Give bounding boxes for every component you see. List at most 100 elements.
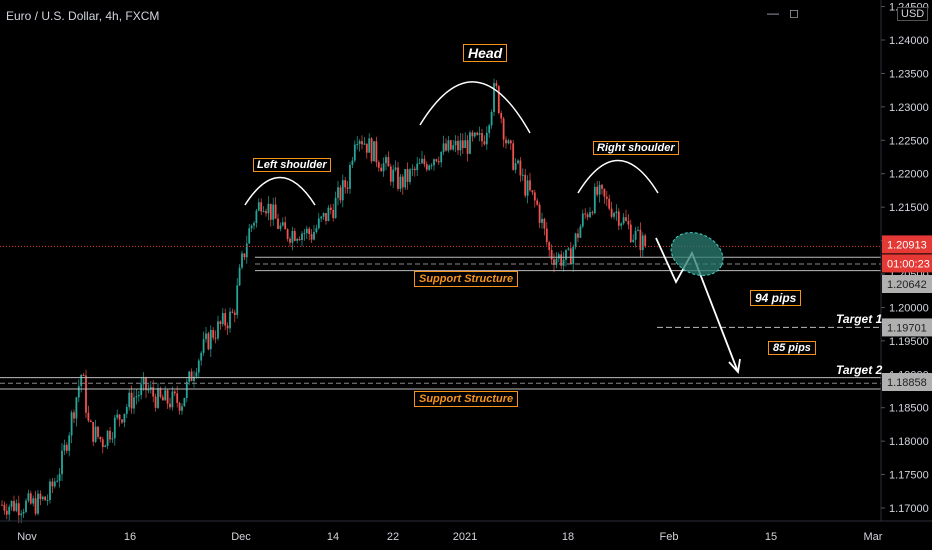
candle-body (629, 224, 632, 242)
candle-body (106, 430, 109, 446)
candle-body (305, 228, 308, 234)
candle-body (361, 141, 363, 145)
candle-body (20, 513, 23, 516)
candle-body (605, 196, 608, 199)
candle-body (13, 500, 15, 511)
price-tick-label: 1.20000 (889, 302, 929, 314)
candle-body (625, 217, 627, 221)
candle-body (238, 267, 241, 286)
candle-body (423, 158, 426, 165)
candle-body (183, 397, 186, 407)
candle-body (608, 198, 611, 209)
candle-body (493, 83, 495, 112)
target-1-badge-bg (882, 318, 932, 337)
candle-body (272, 204, 275, 220)
candle-body (39, 493, 42, 500)
projection-arrowhead (728, 358, 741, 375)
right-shoulder-arc (577, 159, 659, 194)
candle-body (435, 159, 438, 162)
candle-body (572, 246, 575, 265)
candle-body (445, 143, 447, 151)
candle-body (344, 180, 347, 188)
chart-title: Euro / U.S. Dollar, 4h, FXCM (6, 9, 160, 23)
candle-body (375, 141, 378, 163)
candle-body (485, 132, 488, 145)
candle-body (130, 392, 133, 409)
candle-body (505, 139, 507, 144)
candle-body (41, 496, 44, 500)
candle-body (284, 222, 287, 230)
right-shoulder-label: Right shoulder (593, 141, 679, 155)
candle-body (233, 312, 236, 315)
candle-body (70, 412, 73, 436)
candle-body (637, 229, 639, 231)
candle-body (205, 333, 207, 340)
candle-body (421, 158, 423, 164)
candle-body (512, 143, 515, 170)
price-tick-label: 1.24000 (889, 35, 929, 47)
candle-body (296, 238, 299, 241)
candle-body (358, 141, 361, 144)
time-axis: Nov 16 Dec 14 22 2021 18 Feb 15 Mar (0, 520, 932, 543)
candle-body (531, 190, 534, 193)
candle-body (469, 132, 471, 154)
candle-body (73, 412, 75, 419)
candle-body (353, 144, 356, 161)
candle-body (253, 222, 255, 226)
candle-body (507, 140, 510, 144)
candle-body (265, 211, 267, 214)
candle-body (526, 180, 529, 196)
support-level-badge: 1.20642 (887, 279, 927, 291)
candle-body (401, 176, 404, 188)
candle-body (8, 506, 11, 515)
price-tick-label: 1.17000 (889, 503, 929, 515)
candle-body (466, 140, 469, 154)
time-tick-label: 14 (327, 531, 339, 543)
candle-body (459, 140, 462, 151)
candle-body (128, 392, 131, 408)
candle-body (418, 163, 421, 165)
candle-body (111, 438, 114, 440)
candle-body (116, 414, 119, 418)
candle-body (82, 374, 85, 376)
price-tick-label: 1.18000 (889, 436, 929, 448)
candle-body (356, 143, 359, 145)
price-tick-label: 1.19500 (889, 336, 929, 348)
candle-body (310, 234, 313, 240)
last-price-badge-bg (882, 235, 932, 254)
candle-body (173, 391, 176, 394)
candle-body (569, 248, 572, 265)
candle-body (341, 180, 344, 201)
candle-body (565, 249, 567, 260)
candle-body (325, 212, 327, 222)
candle-body (579, 226, 582, 238)
candle-body (53, 481, 56, 487)
candle-body (303, 233, 306, 235)
candle-body (545, 228, 548, 243)
candle-body (478, 133, 481, 135)
candle-body (351, 160, 354, 165)
candle-body (471, 132, 474, 137)
candle-body (382, 163, 385, 172)
time-tick-label: 2021 (453, 531, 477, 543)
candle-body (411, 168, 414, 170)
candle-body (550, 249, 553, 260)
candle-body (495, 83, 498, 87)
candle-body (596, 186, 599, 195)
candle-body (502, 118, 505, 140)
retest-zone-ellipse (670, 232, 724, 276)
candle-body (519, 160, 522, 176)
candle-body (406, 169, 409, 182)
restore-icon[interactable]: ◻ (789, 6, 799, 20)
candle-body (488, 125, 491, 133)
candle-body (231, 311, 234, 313)
candle-body (217, 321, 219, 339)
candle-body (58, 474, 61, 481)
candle-body (5, 510, 8, 515)
candle-body (286, 229, 289, 239)
candle-body (409, 169, 411, 182)
candle-body (476, 132, 479, 135)
minimize-icon[interactable]: — (767, 6, 779, 20)
currency-badge[interactable]: USD (897, 7, 929, 21)
